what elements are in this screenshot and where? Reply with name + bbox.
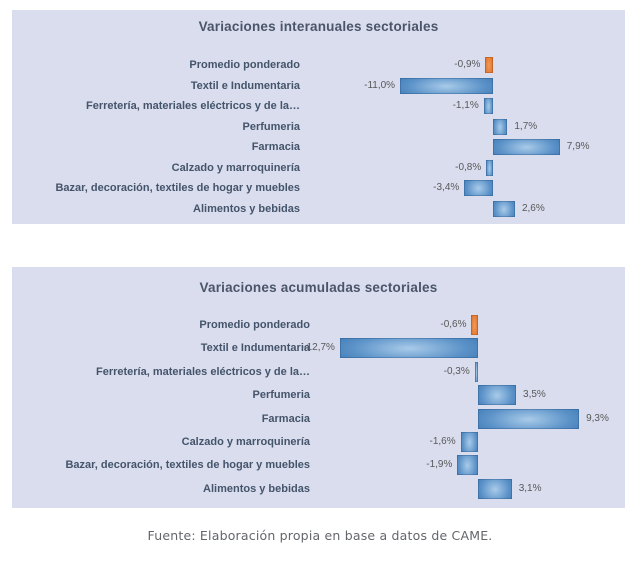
value-label: -11,0% — [364, 79, 396, 91]
value-label: 1,7% — [514, 120, 538, 132]
value-label: 9,3% — [586, 412, 609, 424]
category-label: Bazar, decoración, textiles de hogar y m… — [55, 182, 300, 194]
bar-highlight — [485, 57, 493, 73]
value-label: -0,3% — [443, 365, 470, 377]
bar — [483, 98, 493, 114]
category-label: Perfumeria — [252, 389, 310, 402]
category-label: Promedio ponderado — [189, 59, 300, 71]
category-label: Ferretería, materiales eléctricos y de l… — [95, 365, 310, 378]
category-label: Alimentos y bebidas — [193, 202, 300, 215]
bar — [493, 118, 508, 135]
value-label: -12,7% — [303, 342, 335, 354]
category-label: Promedio ponderado — [199, 319, 310, 331]
bar — [478, 408, 580, 429]
chart-title-acumuladas: Variaciones acumuladas sectoriales — [199, 280, 438, 295]
category-label: Bazar, decoración, textiles de hogar y m… — [65, 459, 310, 472]
category-label: Textil e Indumentaria — [200, 342, 310, 355]
bar — [460, 432, 478, 452]
value-label: 7,9% — [566, 141, 590, 152]
plot-area-acumuladas: Promedio ponderado -0,6% Textil e Indument… — [12, 267, 625, 508]
category-label: Perfumeria — [242, 120, 300, 133]
category-label: Farmacia — [261, 412, 310, 425]
bar — [474, 361, 478, 382]
bar-highlight — [471, 315, 478, 335]
category-label: Alimentos y bebidas — [203, 482, 310, 495]
category-label: Textil e Indumentaria — [190, 79, 300, 92]
category-label: Calzado y marroquinería — [171, 161, 300, 174]
value-label: -1,9% — [426, 459, 453, 471]
plot-area-interanuales: Promedio ponderado -0,9% Textil e Indument… — [12, 10, 625, 224]
source-note: Fuente: Elaboración propia en base a dat… — [147, 528, 493, 543]
category-label: Calzado y marroquinería — [181, 436, 310, 448]
bar — [478, 478, 512, 499]
value-label: 3,5% — [523, 389, 546, 401]
bar — [339, 338, 478, 359]
category-label: Farmacia — [251, 141, 300, 153]
bar — [400, 77, 493, 94]
category-label: Ferretería, materiales eléctricos y de l… — [85, 100, 300, 112]
chart-panel-interanuales: Variaciones interanuales sectoriales Pro… — [12, 10, 625, 224]
value-label: -1,1% — [452, 100, 479, 111]
bar — [457, 455, 478, 476]
bar — [493, 200, 515, 217]
chart-panel-acumuladas: Variaciones acumuladas sectoriales Prome… — [12, 267, 625, 508]
value-label: -3,4% — [433, 182, 460, 193]
value-label: -0,9% — [454, 59, 481, 70]
bar — [464, 180, 493, 196]
chart-title-interanuales: Variaciones interanuales sectoriales — [198, 19, 439, 34]
bar — [478, 385, 517, 406]
value-label: -1,6% — [429, 436, 456, 447]
value-label: -0,6% — [440, 319, 467, 330]
value-label: 3,1% — [518, 482, 542, 494]
value-label: -0,8% — [455, 161, 482, 173]
bar — [486, 159, 493, 176]
bar — [493, 139, 560, 155]
value-label: 2,6% — [521, 202, 545, 214]
